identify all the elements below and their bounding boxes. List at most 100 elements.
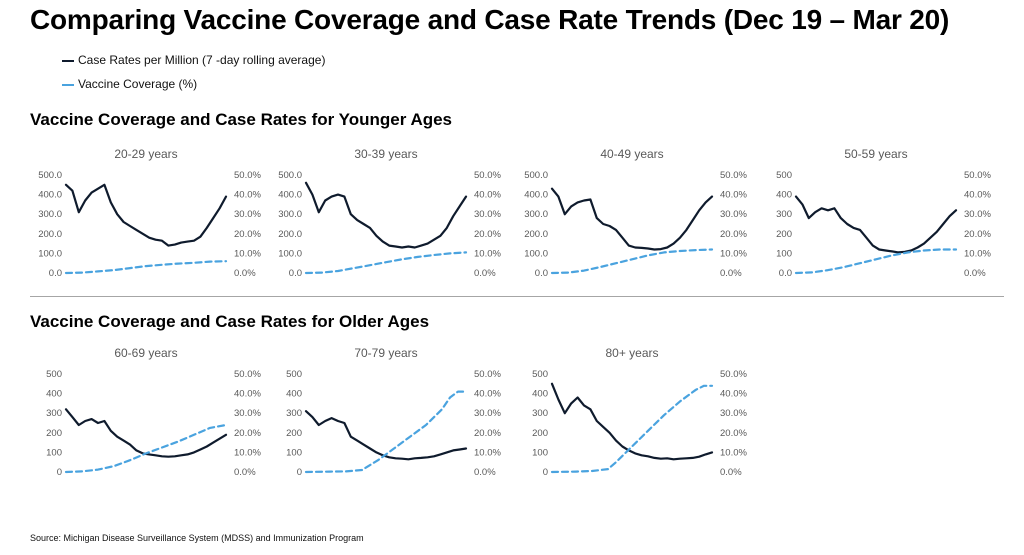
right-axis-tick-label: 0.0%: [720, 467, 742, 478]
vaccine-coverage-line: [304, 251, 468, 275]
chart-svg: 30-39 years 0.0 100.0 200.0 300.0 400.0 500.0 0…: [278, 147, 501, 279]
case-rate-line: [304, 181, 468, 249]
left-axis-tick-label: 0.0: [289, 268, 302, 279]
section-title-younger-ages: Vaccine Coverage and Case Rates for Youn…: [30, 110, 453, 129]
left-axis-tick-label: 0: [57, 467, 62, 478]
case-rate-line: [550, 187, 714, 251]
chart-svg: 20-29 years 0.0 100.0 200.0 300.0 400.0 500.0 0…: [38, 147, 261, 279]
left-axis-tick-label: 400: [532, 389, 548, 400]
left-axis-tick-label: 200: [286, 428, 302, 439]
right-axis-tick-label: 20.0%: [474, 229, 501, 240]
case-rate-line: [794, 195, 958, 254]
chart-svg: 70-79 years 0 100 200 300 400 500 0.0% 10.0% 20.0…: [286, 346, 501, 478]
right-axis-tick-label: 10.0%: [720, 447, 747, 458]
right-axis-tick-label: 0.0%: [964, 268, 986, 279]
page-title: Comparing Vaccine Coverage and Case Rate…: [30, 4, 950, 35]
left-axis-tick-label: 500.0: [278, 170, 302, 181]
vaccine-coverage-line: [64, 260, 228, 275]
right-axis-tick-label: 50.0%: [474, 369, 501, 380]
right-axis-tick-label: 30.0%: [720, 209, 747, 220]
left-axis-tick-label: 0: [543, 467, 548, 478]
chart-title: 40-49 years: [600, 147, 663, 161]
right-axis-tick-label: 40.0%: [474, 190, 501, 201]
vaccine-coverage-line: [64, 423, 228, 474]
right-axis-tick-label: 0.0%: [474, 268, 496, 279]
right-axis-tick-label: 10.0%: [234, 248, 261, 259]
right-axis-tick-label: 20.0%: [234, 229, 261, 240]
left-axis-tick-label: 300.0: [278, 209, 302, 220]
left-axis-tick-label: 400: [286, 389, 302, 400]
vaccine-coverage-line: [794, 248, 958, 275]
dashed-line-swatch-icon: [62, 83, 74, 86]
left-axis-tick-label: 200.0: [38, 229, 62, 240]
left-axis-tick-label: 100: [776, 248, 792, 259]
vaccine-coverage-line: [550, 248, 714, 275]
right-axis-tick-label: 50.0%: [474, 170, 501, 181]
left-axis-tick-label: 500.0: [524, 170, 548, 181]
chart-title: 30-39 years: [354, 147, 417, 161]
legend-label-case-rates: Case Rates per Million (7 -day rolling a…: [78, 53, 326, 67]
left-axis-tick-label: 300: [46, 408, 62, 419]
right-axis-tick-label: 50.0%: [720, 369, 747, 380]
right-axis-tick-label: 50.0%: [720, 170, 747, 181]
left-axis-tick-label: 300.0: [38, 209, 62, 220]
source-note: Source: Michigan Disease Surveillance Sy…: [30, 533, 364, 543]
chart-title: 20-29 years: [114, 147, 177, 161]
chart-svg: 60-69 years 0 100 200 300 400 500 0.0% 10.0% 20.0…: [46, 346, 261, 478]
right-axis-tick-label: 50.0%: [964, 170, 991, 181]
right-axis-tick-label: 30.0%: [234, 408, 261, 419]
left-axis-tick-label: 0.0: [49, 268, 62, 279]
right-axis-tick-label: 0.0%: [474, 467, 496, 478]
right-axis-tick-label: 30.0%: [720, 408, 747, 419]
left-axis-tick-label: 300: [532, 408, 548, 419]
section-divider: [30, 296, 1004, 297]
left-axis-tick-label: 100: [286, 447, 302, 458]
left-axis-tick-label: 300: [776, 209, 792, 220]
chart-title: 80+ years: [605, 346, 658, 360]
right-axis-tick-label: 20.0%: [964, 229, 991, 240]
right-axis-tick-label: 40.0%: [474, 389, 501, 400]
right-axis-tick-label: 50.0%: [234, 369, 261, 380]
right-axis-tick-label: 10.0%: [474, 248, 501, 259]
right-axis-tick-label: 0.0%: [234, 268, 256, 279]
left-axis-tick-label: 500: [776, 170, 792, 181]
left-axis-tick-label: 400: [776, 190, 792, 201]
left-axis-tick-label: 200: [776, 229, 792, 240]
left-axis-tick-label: 400.0: [278, 190, 302, 201]
left-axis-tick-label: 100.0: [38, 248, 62, 259]
right-axis-tick-label: 30.0%: [474, 408, 501, 419]
case-rate-line: [64, 408, 228, 458]
left-axis-tick-label: 0: [297, 467, 302, 478]
vaccine-coverage-line: [304, 390, 468, 474]
left-axis-tick-label: 200.0: [278, 229, 302, 240]
chart-panel-60-69: 60-69 years 0 100 200 300 400 500 0.0% 10.0% 20.0…: [28, 344, 268, 494]
vaccine-coverage-line: [550, 384, 714, 474]
left-axis-tick-label: 500: [46, 369, 62, 380]
case-rate-line: [64, 183, 228, 247]
left-axis-tick-label: 400.0: [38, 190, 62, 201]
right-axis-tick-label: 0.0%: [720, 268, 742, 279]
left-axis-tick-label: 200: [532, 428, 548, 439]
right-axis-tick-label: 40.0%: [234, 389, 261, 400]
right-axis-tick-label: 10.0%: [234, 447, 261, 458]
left-axis-tick-label: 0.0: [535, 268, 548, 279]
solid-line-swatch-icon: [62, 59, 74, 62]
right-axis-tick-label: 20.0%: [720, 428, 747, 439]
case-rate-line: [304, 410, 468, 461]
right-axis-tick-label: 40.0%: [964, 190, 991, 201]
chart-panel-50-59: 50-59 years 0.0 100 200 300 400 500 0.0% 10.0% 20…: [758, 145, 998, 295]
right-axis-tick-label: 30.0%: [964, 209, 991, 220]
chart-title: 60-69 years: [114, 346, 177, 360]
case-rate-line: [550, 382, 714, 461]
left-axis-tick-label: 300.0: [524, 209, 548, 220]
right-axis-tick-label: 10.0%: [964, 248, 991, 259]
right-axis-tick-label: 10.0%: [720, 248, 747, 259]
chart-svg: 50-59 years 0.0 100 200 300 400 500 0.0% 10.0% 20…: [776, 147, 991, 279]
legend-label-vaccine-coverage: Vaccine Coverage (%): [78, 77, 198, 91]
left-axis-tick-label: 100.0: [278, 248, 302, 259]
left-axis-tick-label: 200: [46, 428, 62, 439]
legend-item-vaccine-coverage: Vaccine Coverage (%): [62, 77, 197, 91]
left-axis-tick-label: 200.0: [524, 229, 548, 240]
right-axis-tick-label: 20.0%: [234, 428, 261, 439]
left-axis-tick-label: 400.0: [524, 190, 548, 201]
